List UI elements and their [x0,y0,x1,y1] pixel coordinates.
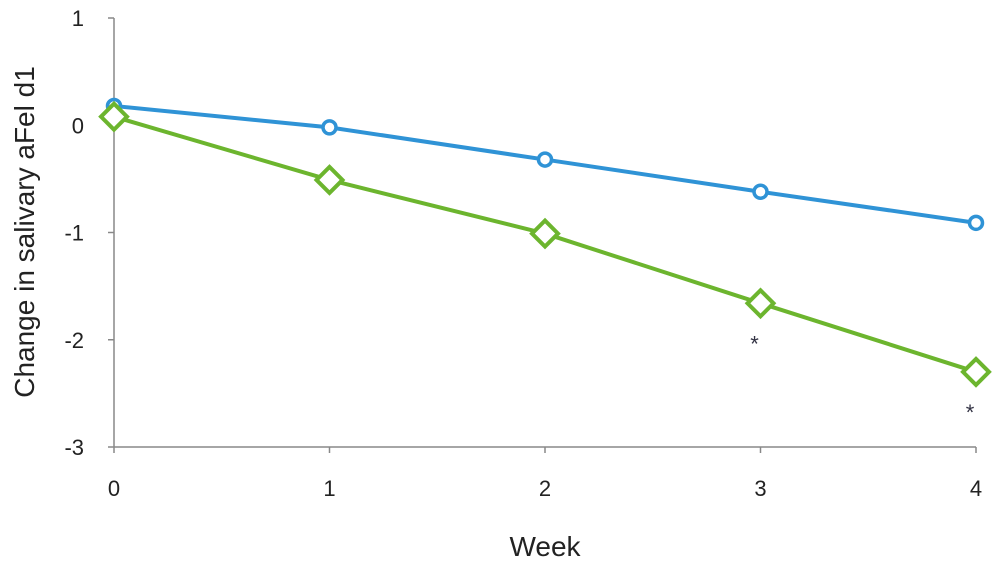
significance-asterisk: * [966,400,975,425]
series-circle [105,97,985,232]
y-ticks: 1 0 -1 -2 -3 [64,6,114,460]
y-tick-label: -2 [64,328,84,353]
x-ticks: 0 1 2 3 4 [108,447,982,501]
x-tick-label: 3 [754,476,766,501]
x-tick-label: 2 [539,476,551,501]
series-diamond [98,100,992,388]
y-tick-label: 0 [72,113,84,138]
significance-asterisk: * [750,332,759,357]
y-tick-label: 1 [72,6,84,31]
data-point-circle [321,119,338,136]
x-tick-label: 0 [108,476,120,501]
data-point-circle [536,151,554,168]
data-point-diamond [960,356,992,388]
data-point-diamond [529,217,561,250]
data-point-diamond [744,287,777,320]
x-tick-label: 4 [970,476,982,501]
annotation-layer: ** [750,332,975,426]
data-point-circle [752,183,769,200]
data-point-diamond [313,164,346,196]
data-point-circle [967,214,985,232]
x-axis-title: Week [509,531,581,562]
y-tick-label: -1 [64,221,84,246]
series-layer [98,97,992,388]
data-point-diamond [98,100,130,133]
y-tick-label: -3 [64,435,84,460]
x-tick-label: 1 [323,476,335,501]
y-axis-title: Change in salivary aFel d1 [9,66,40,398]
